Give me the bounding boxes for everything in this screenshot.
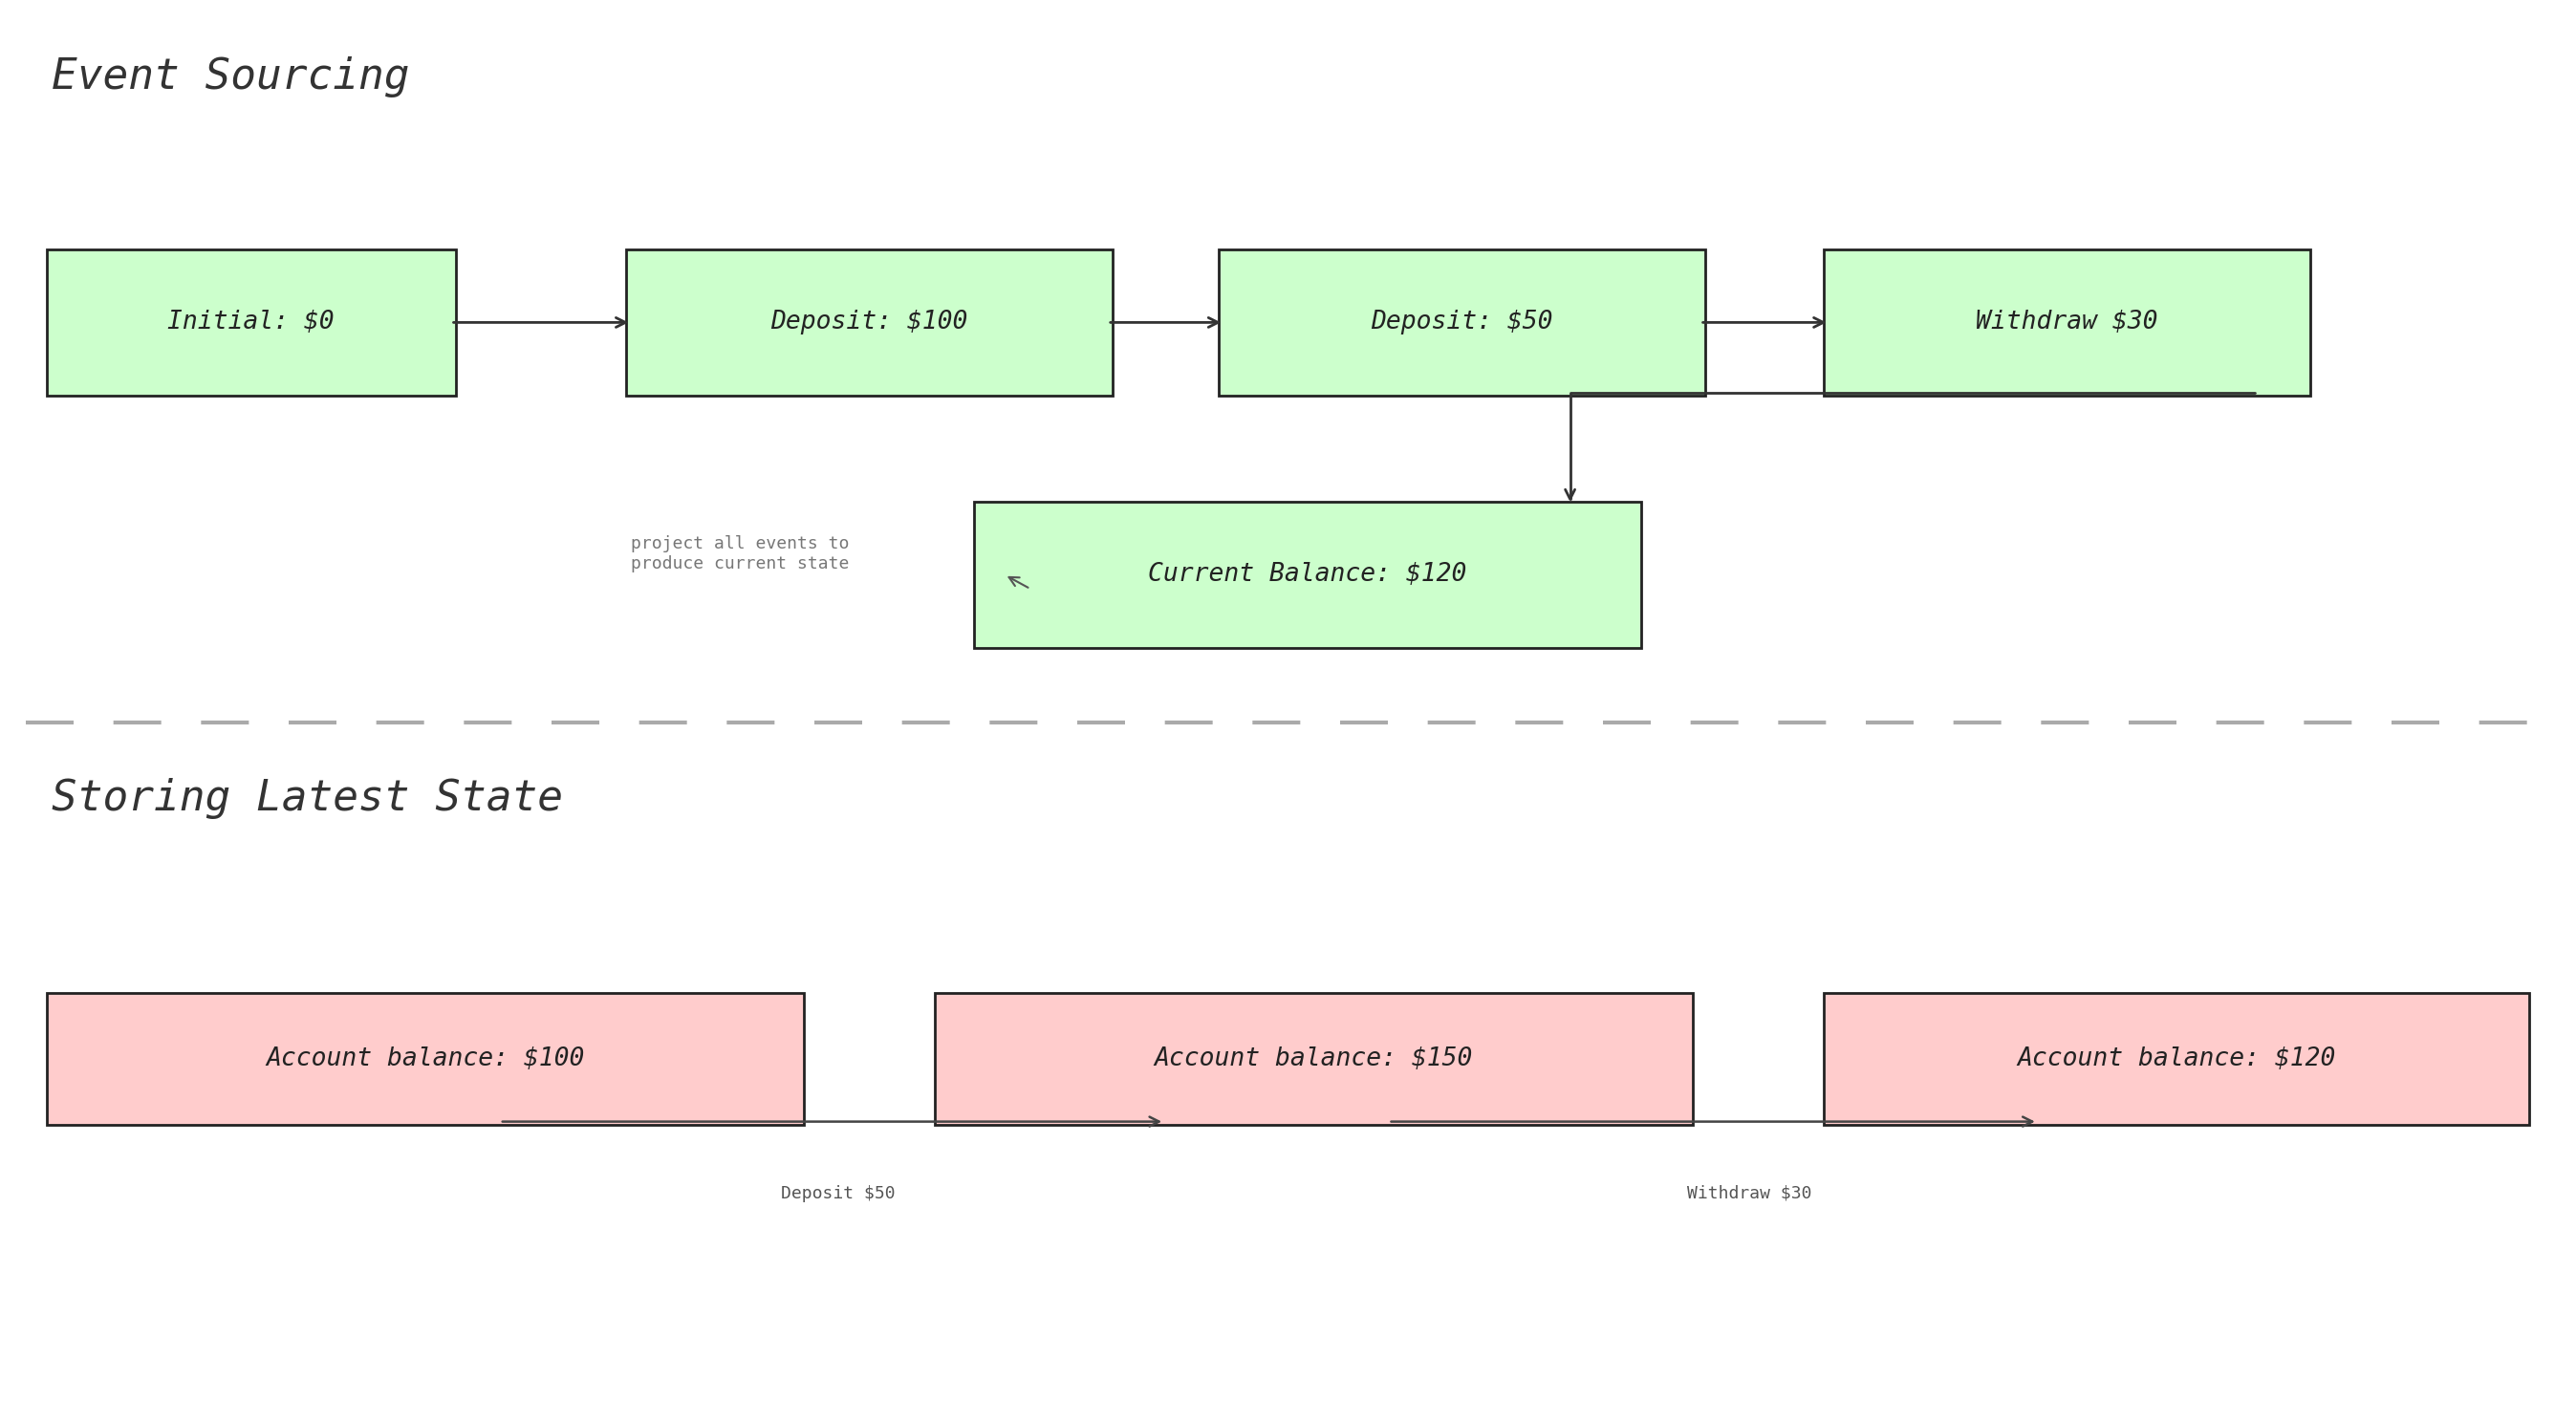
FancyBboxPatch shape: [46, 250, 456, 395]
Text: Initial: $0: Initial: $0: [167, 310, 335, 335]
FancyBboxPatch shape: [1824, 993, 2530, 1124]
Text: Deposit: $100: Deposit: $100: [770, 310, 969, 335]
Text: Storing Latest State: Storing Latest State: [52, 778, 564, 819]
FancyBboxPatch shape: [1824, 250, 2311, 395]
Text: Current Balance: $120: Current Balance: $120: [1149, 562, 1466, 587]
Text: Deposit: $50: Deposit: $50: [1370, 310, 1553, 335]
FancyBboxPatch shape: [1218, 250, 1705, 395]
FancyBboxPatch shape: [935, 993, 1692, 1124]
Text: Account balance: $100: Account balance: $100: [265, 1046, 585, 1071]
Text: project all events to
produce current state: project all events to produce current st…: [631, 536, 850, 572]
Text: Withdraw $30: Withdraw $30: [1687, 1185, 1811, 1202]
Text: Account balance: $150: Account balance: $150: [1154, 1046, 1473, 1071]
Text: Deposit $50: Deposit $50: [781, 1185, 894, 1202]
FancyBboxPatch shape: [46, 993, 804, 1124]
Text: Account balance: $120: Account balance: $120: [2017, 1046, 2336, 1071]
FancyBboxPatch shape: [626, 250, 1113, 395]
Text: Withdraw $30: Withdraw $30: [1976, 310, 2159, 335]
FancyBboxPatch shape: [974, 502, 1641, 648]
Text: Event Sourcing: Event Sourcing: [52, 56, 410, 97]
